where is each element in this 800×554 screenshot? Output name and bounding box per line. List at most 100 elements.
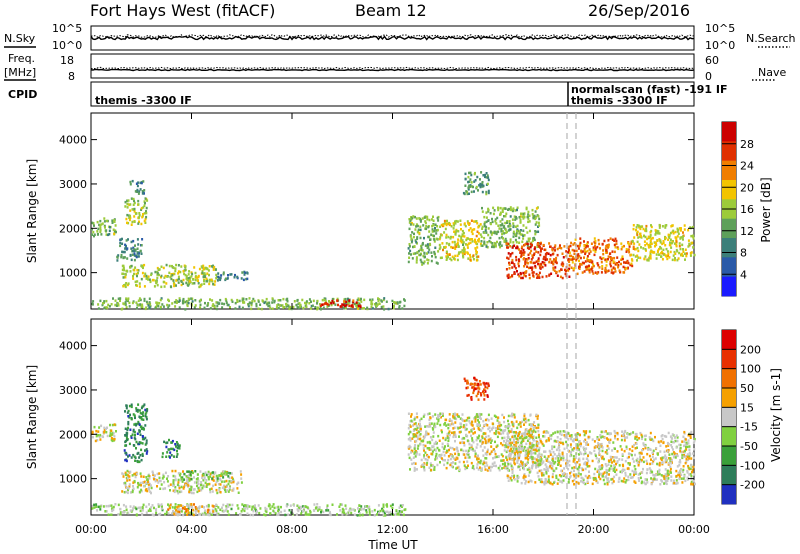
power-echo-cell — [453, 246, 456, 249]
power-echo-cell — [287, 304, 290, 307]
velocity-echo-cell — [127, 488, 129, 492]
power-echo-cell — [285, 302, 287, 306]
velocity-echo-cell — [584, 482, 587, 486]
power-echo-cell — [466, 220, 469, 223]
velocity-echo-cell — [125, 451, 128, 455]
velocity-echo-cell — [488, 466, 491, 469]
velocity-echo-cell — [187, 484, 190, 487]
power-echo-cell — [449, 237, 452, 240]
velocity-echo-cell — [395, 509, 398, 512]
power-echo-cell — [130, 247, 133, 250]
power-echo-cell — [559, 244, 561, 247]
power-echo-cell — [194, 299, 197, 302]
power-echo-cell — [233, 276, 236, 279]
velocity-echo-cell — [318, 506, 321, 509]
power-echo-cell — [553, 269, 556, 272]
velocity-echo-cell — [434, 458, 437, 461]
power-echo-cell — [140, 277, 143, 281]
power-echo-cell — [527, 237, 530, 240]
power-echo-cell — [550, 272, 553, 275]
power-echo-cell — [637, 224, 640, 228]
power-echo-cell — [122, 285, 125, 288]
velocity-echo-cell — [181, 476, 184, 479]
power-echo-cell — [177, 277, 180, 281]
velocity-echo-cell — [336, 513, 338, 516]
velocity-echo-cell — [123, 511, 126, 514]
power-echo-cell — [440, 223, 443, 227]
power-echo-cell — [645, 242, 648, 245]
velocity-echo-cell — [93, 506, 96, 509]
velocity-echo-cell — [195, 509, 198, 512]
power-echo-cell — [569, 258, 572, 261]
velocity-echo-cell — [516, 456, 519, 459]
power-echo-cell — [469, 178, 472, 181]
power-echo-cell — [268, 304, 271, 307]
velocity-echo-cell — [109, 423, 111, 427]
power-echo-cell — [161, 303, 164, 306]
power-echo-cell — [310, 304, 313, 308]
velocity-echo-cell — [618, 464, 621, 467]
velocity-echo-cell — [598, 453, 601, 456]
power-colorbar-swatch — [722, 218, 736, 239]
power-echo-cell — [479, 182, 482, 186]
velocity-echo-cell — [413, 452, 416, 455]
power-echo-cell — [114, 229, 117, 232]
power-echo-cell — [525, 261, 528, 264]
power-echo-cell — [503, 225, 506, 228]
power-echo-cell — [487, 233, 490, 237]
power-echo-cell — [464, 224, 467, 228]
velocity-echo-cell — [644, 446, 647, 450]
velocity-echo-cell — [160, 483, 163, 486]
power-echo-cell — [658, 226, 661, 229]
power-echo-cell — [540, 262, 543, 266]
power-echo-cell — [435, 237, 438, 241]
power-echo-cell — [544, 253, 547, 256]
power-echo-cell — [193, 282, 196, 285]
power-echo-cell — [122, 250, 125, 254]
power-echo-cell — [537, 257, 540, 260]
power-echo-cell — [380, 305, 383, 309]
velocity-echo-cell — [684, 443, 687, 446]
power-echo-cell — [145, 210, 147, 213]
velocity-echo-cell — [479, 445, 482, 448]
power-echo-cell — [687, 228, 690, 232]
velocity-echo-cell — [481, 426, 484, 430]
power-echo-cell — [654, 233, 657, 236]
power-echo-cell — [421, 263, 424, 266]
velocity-echo-cell — [493, 450, 496, 453]
velocity-echo-cell — [555, 474, 558, 478]
power-echo-cell — [526, 244, 529, 247]
velocity-echo-cell — [470, 448, 473, 451]
power-echo-cell — [469, 185, 472, 188]
velocity-echo-cell — [652, 449, 655, 453]
power-echo-cell — [215, 277, 218, 280]
power-echo-cell — [246, 271, 249, 274]
velocity-echo-cell — [452, 435, 455, 439]
power-echo-cell — [139, 303, 142, 306]
velocity-echo-cell — [187, 509, 189, 512]
power-echo-cell — [492, 212, 495, 216]
velocity-echo-cell — [456, 413, 459, 416]
power-echo-cell — [214, 268, 217, 271]
power-echo-cell — [430, 259, 433, 263]
power-echo-cell — [187, 282, 190, 285]
velocity-echo-cell — [478, 461, 481, 464]
velocity-echo-cell — [596, 445, 599, 449]
velocity-echo-cell — [136, 432, 139, 435]
power-echo-cell — [129, 203, 132, 206]
power-echo-cell — [506, 220, 509, 223]
velocity-echo-cell — [432, 464, 435, 468]
velocity-echo-cell — [552, 432, 555, 435]
power-echo-cell — [178, 299, 181, 302]
power-echo-cell — [500, 236, 503, 239]
velocity-echo-cell — [514, 434, 517, 438]
power-echo-cell — [635, 226, 638, 229]
power-echo-cell — [273, 300, 276, 304]
power-echo-cell — [205, 266, 207, 270]
velocity-echo-cell — [219, 508, 222, 511]
velocity-echo-cell — [410, 419, 413, 423]
power-echo-cell — [506, 256, 509, 260]
velocity-echo-cell — [516, 426, 519, 430]
velocity-echo-cell — [510, 441, 513, 444]
velocity-echo-cell — [508, 444, 511, 447]
